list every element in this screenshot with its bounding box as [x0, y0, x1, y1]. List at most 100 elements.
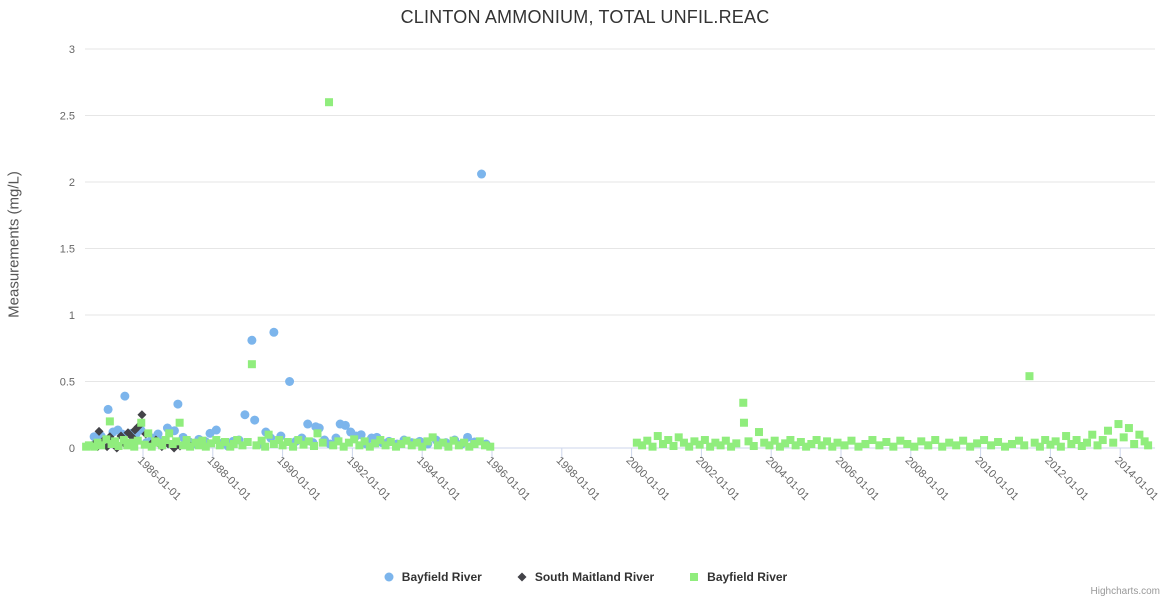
- data-point[interactable]: [679, 438, 688, 447]
- data-point[interactable]: [161, 436, 170, 445]
- data-point[interactable]: [102, 435, 111, 444]
- data-point[interactable]: [147, 442, 156, 451]
- data-point[interactable]: [175, 418, 184, 427]
- data-point[interactable]: [700, 436, 709, 445]
- data-point[interactable]: [1035, 442, 1044, 451]
- data-point[interactable]: [854, 442, 863, 451]
- data-point[interactable]: [299, 440, 308, 449]
- data-point[interactable]: [706, 442, 715, 451]
- data-point[interactable]: [695, 440, 704, 449]
- data-point[interactable]: [938, 442, 947, 451]
- data-point[interactable]: [140, 440, 149, 449]
- data-point[interactable]: [840, 441, 849, 450]
- data-point[interactable]: [807, 440, 816, 449]
- data-point[interactable]: [97, 441, 106, 450]
- data-point[interactable]: [198, 436, 207, 445]
- highcharts-credit[interactable]: Highcharts.com: [1090, 586, 1160, 597]
- data-point[interactable]: [355, 441, 364, 450]
- data-point[interactable]: [1088, 430, 1097, 439]
- data-point[interactable]: [240, 410, 250, 420]
- data-point[interactable]: [1135, 430, 1144, 439]
- data-point[interactable]: [444, 442, 453, 451]
- data-point[interactable]: [931, 436, 940, 445]
- legend-item-south-maitland-river[interactable]: South Maitland River: [516, 570, 654, 584]
- data-point[interactable]: [250, 415, 260, 425]
- data-point[interactable]: [1114, 420, 1123, 429]
- data-point[interactable]: [371, 439, 380, 448]
- data-point[interactable]: [1119, 433, 1128, 442]
- data-point[interactable]: [917, 437, 926, 446]
- data-point[interactable]: [207, 439, 216, 448]
- data-point[interactable]: [664, 436, 673, 445]
- data-point[interactable]: [765, 441, 774, 450]
- data-point[interactable]: [1083, 438, 1092, 447]
- data-point[interactable]: [833, 438, 842, 447]
- data-point[interactable]: [945, 438, 954, 447]
- data-point[interactable]: [356, 430, 366, 440]
- data-point[interactable]: [1020, 441, 1029, 450]
- data-point[interactable]: [716, 441, 725, 450]
- data-point[interactable]: [339, 442, 348, 451]
- data-point[interactable]: [711, 438, 720, 447]
- data-point[interactable]: [896, 436, 905, 445]
- data-point[interactable]: [669, 442, 678, 451]
- data-point[interactable]: [1067, 440, 1076, 449]
- data-point[interactable]: [439, 438, 448, 447]
- data-point[interactable]: [243, 438, 252, 447]
- data-point[interactable]: [428, 433, 437, 442]
- data-point[interactable]: [433, 441, 442, 450]
- data-point[interactable]: [278, 441, 287, 450]
- data-point[interactable]: [721, 436, 730, 445]
- data-point[interactable]: [1041, 436, 1050, 445]
- data-point[interactable]: [1046, 440, 1055, 449]
- data-point[interactable]: [903, 440, 912, 449]
- data-point[interactable]: [966, 442, 975, 451]
- data-point[interactable]: [285, 377, 295, 386]
- data-point[interactable]: [165, 429, 174, 438]
- data-point[interactable]: [1124, 424, 1133, 433]
- data-point[interactable]: [732, 439, 741, 448]
- data-point[interactable]: [340, 420, 350, 430]
- data-point[interactable]: [94, 426, 104, 436]
- data-point[interactable]: [412, 438, 421, 447]
- data-point[interactable]: [172, 437, 181, 446]
- data-point[interactable]: [781, 439, 790, 448]
- data-point[interactable]: [802, 442, 811, 451]
- data-point[interactable]: [959, 436, 968, 445]
- data-point[interactable]: [791, 441, 800, 450]
- data-point[interactable]: [796, 438, 805, 447]
- data-point[interactable]: [294, 436, 303, 445]
- data-point[interactable]: [754, 428, 763, 437]
- data-point[interactable]: [84, 441, 93, 450]
- data-point[interactable]: [1144, 441, 1153, 450]
- data-point[interactable]: [1072, 436, 1081, 445]
- data-point[interactable]: [454, 441, 463, 450]
- data-point[interactable]: [1130, 440, 1139, 449]
- data-point[interactable]: [817, 441, 826, 450]
- data-point[interactable]: [264, 430, 273, 439]
- data-point[interactable]: [770, 436, 779, 445]
- data-point[interactable]: [786, 436, 795, 445]
- data-point[interactable]: [381, 441, 390, 450]
- data-point[interactable]: [749, 442, 758, 451]
- data-point[interactable]: [828, 442, 837, 451]
- data-point[interactable]: [1056, 442, 1065, 451]
- data-point[interactable]: [325, 98, 334, 107]
- data-point[interactable]: [470, 440, 479, 449]
- data-point[interactable]: [685, 442, 694, 451]
- data-point[interactable]: [632, 438, 641, 447]
- data-point[interactable]: [648, 442, 657, 451]
- data-point[interactable]: [105, 417, 114, 426]
- data-point[interactable]: [261, 442, 270, 451]
- data-point[interactable]: [313, 429, 322, 438]
- data-point[interactable]: [812, 436, 821, 445]
- data-point[interactable]: [868, 436, 877, 445]
- data-point[interactable]: [924, 441, 933, 450]
- data-point[interactable]: [910, 442, 919, 451]
- data-point[interactable]: [211, 425, 221, 435]
- data-point[interactable]: [477, 169, 487, 179]
- data-point[interactable]: [344, 438, 353, 447]
- data-point[interactable]: [1025, 372, 1034, 381]
- data-point[interactable]: [952, 441, 961, 450]
- data-point[interactable]: [257, 436, 266, 445]
